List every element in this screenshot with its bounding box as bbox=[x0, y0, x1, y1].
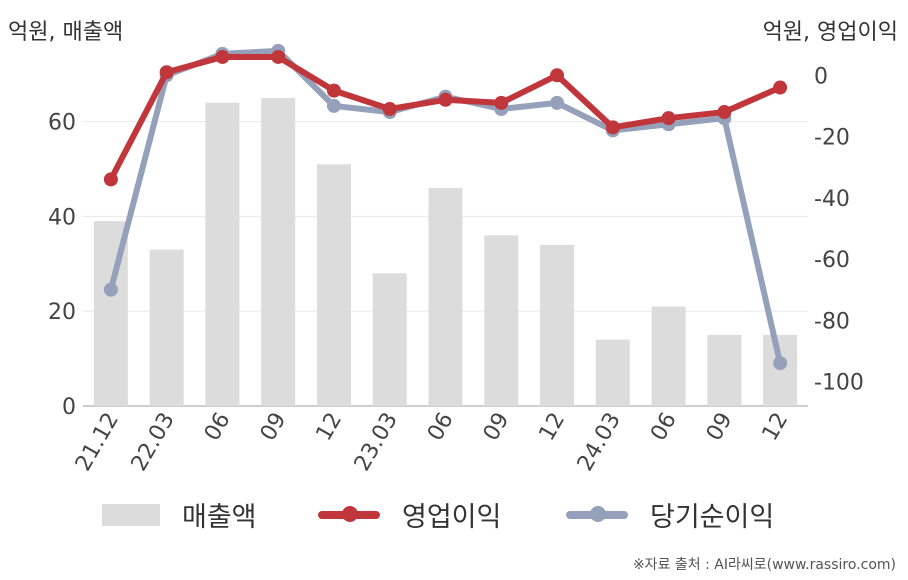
bar-sales bbox=[651, 306, 686, 406]
left-axis-unit: 억원, 매출액 bbox=[8, 20, 124, 45]
combo-chart: 0 20 40 60 0 -20 -40 -60 -80 -100 21.12 22.03 06 09… bbox=[48, 43, 864, 476]
x-tick-label: 09 bbox=[702, 409, 738, 446]
legend-item-operating-profit: 영업이익 bbox=[318, 495, 501, 534]
y-left-tick-label: 60 bbox=[48, 111, 76, 136]
legend-swatch-sales bbox=[102, 503, 160, 526]
point-operating-profit bbox=[661, 111, 676, 126]
y-left-tick-label: 20 bbox=[48, 300, 76, 325]
point-operating-profit bbox=[773, 80, 788, 95]
legend-swatch-operating-profit bbox=[318, 505, 380, 522]
bar-sales bbox=[205, 102, 240, 406]
right-axis-unit: 억원, 영업이익 bbox=[762, 20, 898, 45]
legend-item-net-income: 당기순이익 bbox=[566, 495, 774, 534]
bar-sales bbox=[595, 339, 630, 406]
x-tick-label: 22.03 bbox=[127, 409, 180, 476]
point-operating-profit bbox=[215, 49, 230, 64]
point-operating-profit bbox=[382, 101, 397, 116]
point-operating-profit bbox=[271, 49, 286, 64]
y-right-tick-label: -60 bbox=[814, 248, 850, 273]
point-operating-profit bbox=[438, 92, 453, 107]
bar-sales bbox=[372, 273, 407, 406]
x-tick-label: 12 bbox=[535, 409, 571, 446]
y-left-tick-label: 0 bbox=[62, 395, 76, 420]
x-tick-label: 21.12 bbox=[71, 409, 124, 476]
point-net-income bbox=[326, 98, 341, 113]
x-tick-label: 09 bbox=[479, 409, 515, 446]
bar-sales bbox=[316, 164, 351, 406]
x-tick-label: 12 bbox=[758, 409, 794, 446]
bar-sales bbox=[540, 244, 575, 406]
y-left-tick-label: 40 bbox=[48, 205, 76, 230]
y-right-tick-label: 0 bbox=[814, 64, 828, 89]
y-right-tick-label: -40 bbox=[814, 187, 850, 212]
x-tick-label: 24.03 bbox=[573, 409, 626, 476]
point-net-income bbox=[103, 282, 118, 297]
legend-label-net-income: 당기순이익 bbox=[650, 502, 775, 533]
x-tick-label: 09 bbox=[256, 409, 292, 446]
point-net-income bbox=[773, 356, 788, 371]
point-operating-profit bbox=[159, 65, 174, 80]
bar-sales bbox=[484, 235, 519, 406]
bar-sales bbox=[428, 187, 463, 406]
point-operating-profit bbox=[605, 120, 620, 135]
y-right-tick-label: -80 bbox=[814, 309, 850, 334]
point-operating-profit bbox=[550, 68, 565, 83]
x-tick-label: 23.03 bbox=[350, 409, 403, 476]
bar-sales bbox=[707, 334, 742, 406]
point-operating-profit bbox=[326, 83, 341, 98]
legend-label-sales: 매출액 bbox=[182, 502, 257, 533]
x-tick-label: 06 bbox=[423, 409, 459, 446]
point-net-income bbox=[550, 95, 565, 110]
legend-label-operating-profit: 영업이익 bbox=[402, 502, 502, 533]
point-operating-profit bbox=[717, 105, 732, 120]
x-tick-label: 12 bbox=[312, 409, 348, 446]
x-tick-label: 06 bbox=[646, 409, 682, 446]
bar-sales bbox=[261, 97, 296, 406]
point-operating-profit bbox=[494, 95, 509, 110]
y-right-tick-label: -100 bbox=[814, 371, 864, 396]
legend-swatch-net-income bbox=[566, 505, 628, 522]
bar-sales bbox=[763, 334, 798, 406]
source-note: ※자료 출처 : AI라씨로(www.rassiro.com) bbox=[632, 557, 896, 573]
x-tick-label: 06 bbox=[200, 409, 236, 446]
bar-sales bbox=[149, 249, 184, 406]
legend-item-sales: 매출액 bbox=[102, 495, 257, 534]
y-right-tick-label: -20 bbox=[814, 126, 850, 151]
point-operating-profit bbox=[103, 172, 118, 187]
